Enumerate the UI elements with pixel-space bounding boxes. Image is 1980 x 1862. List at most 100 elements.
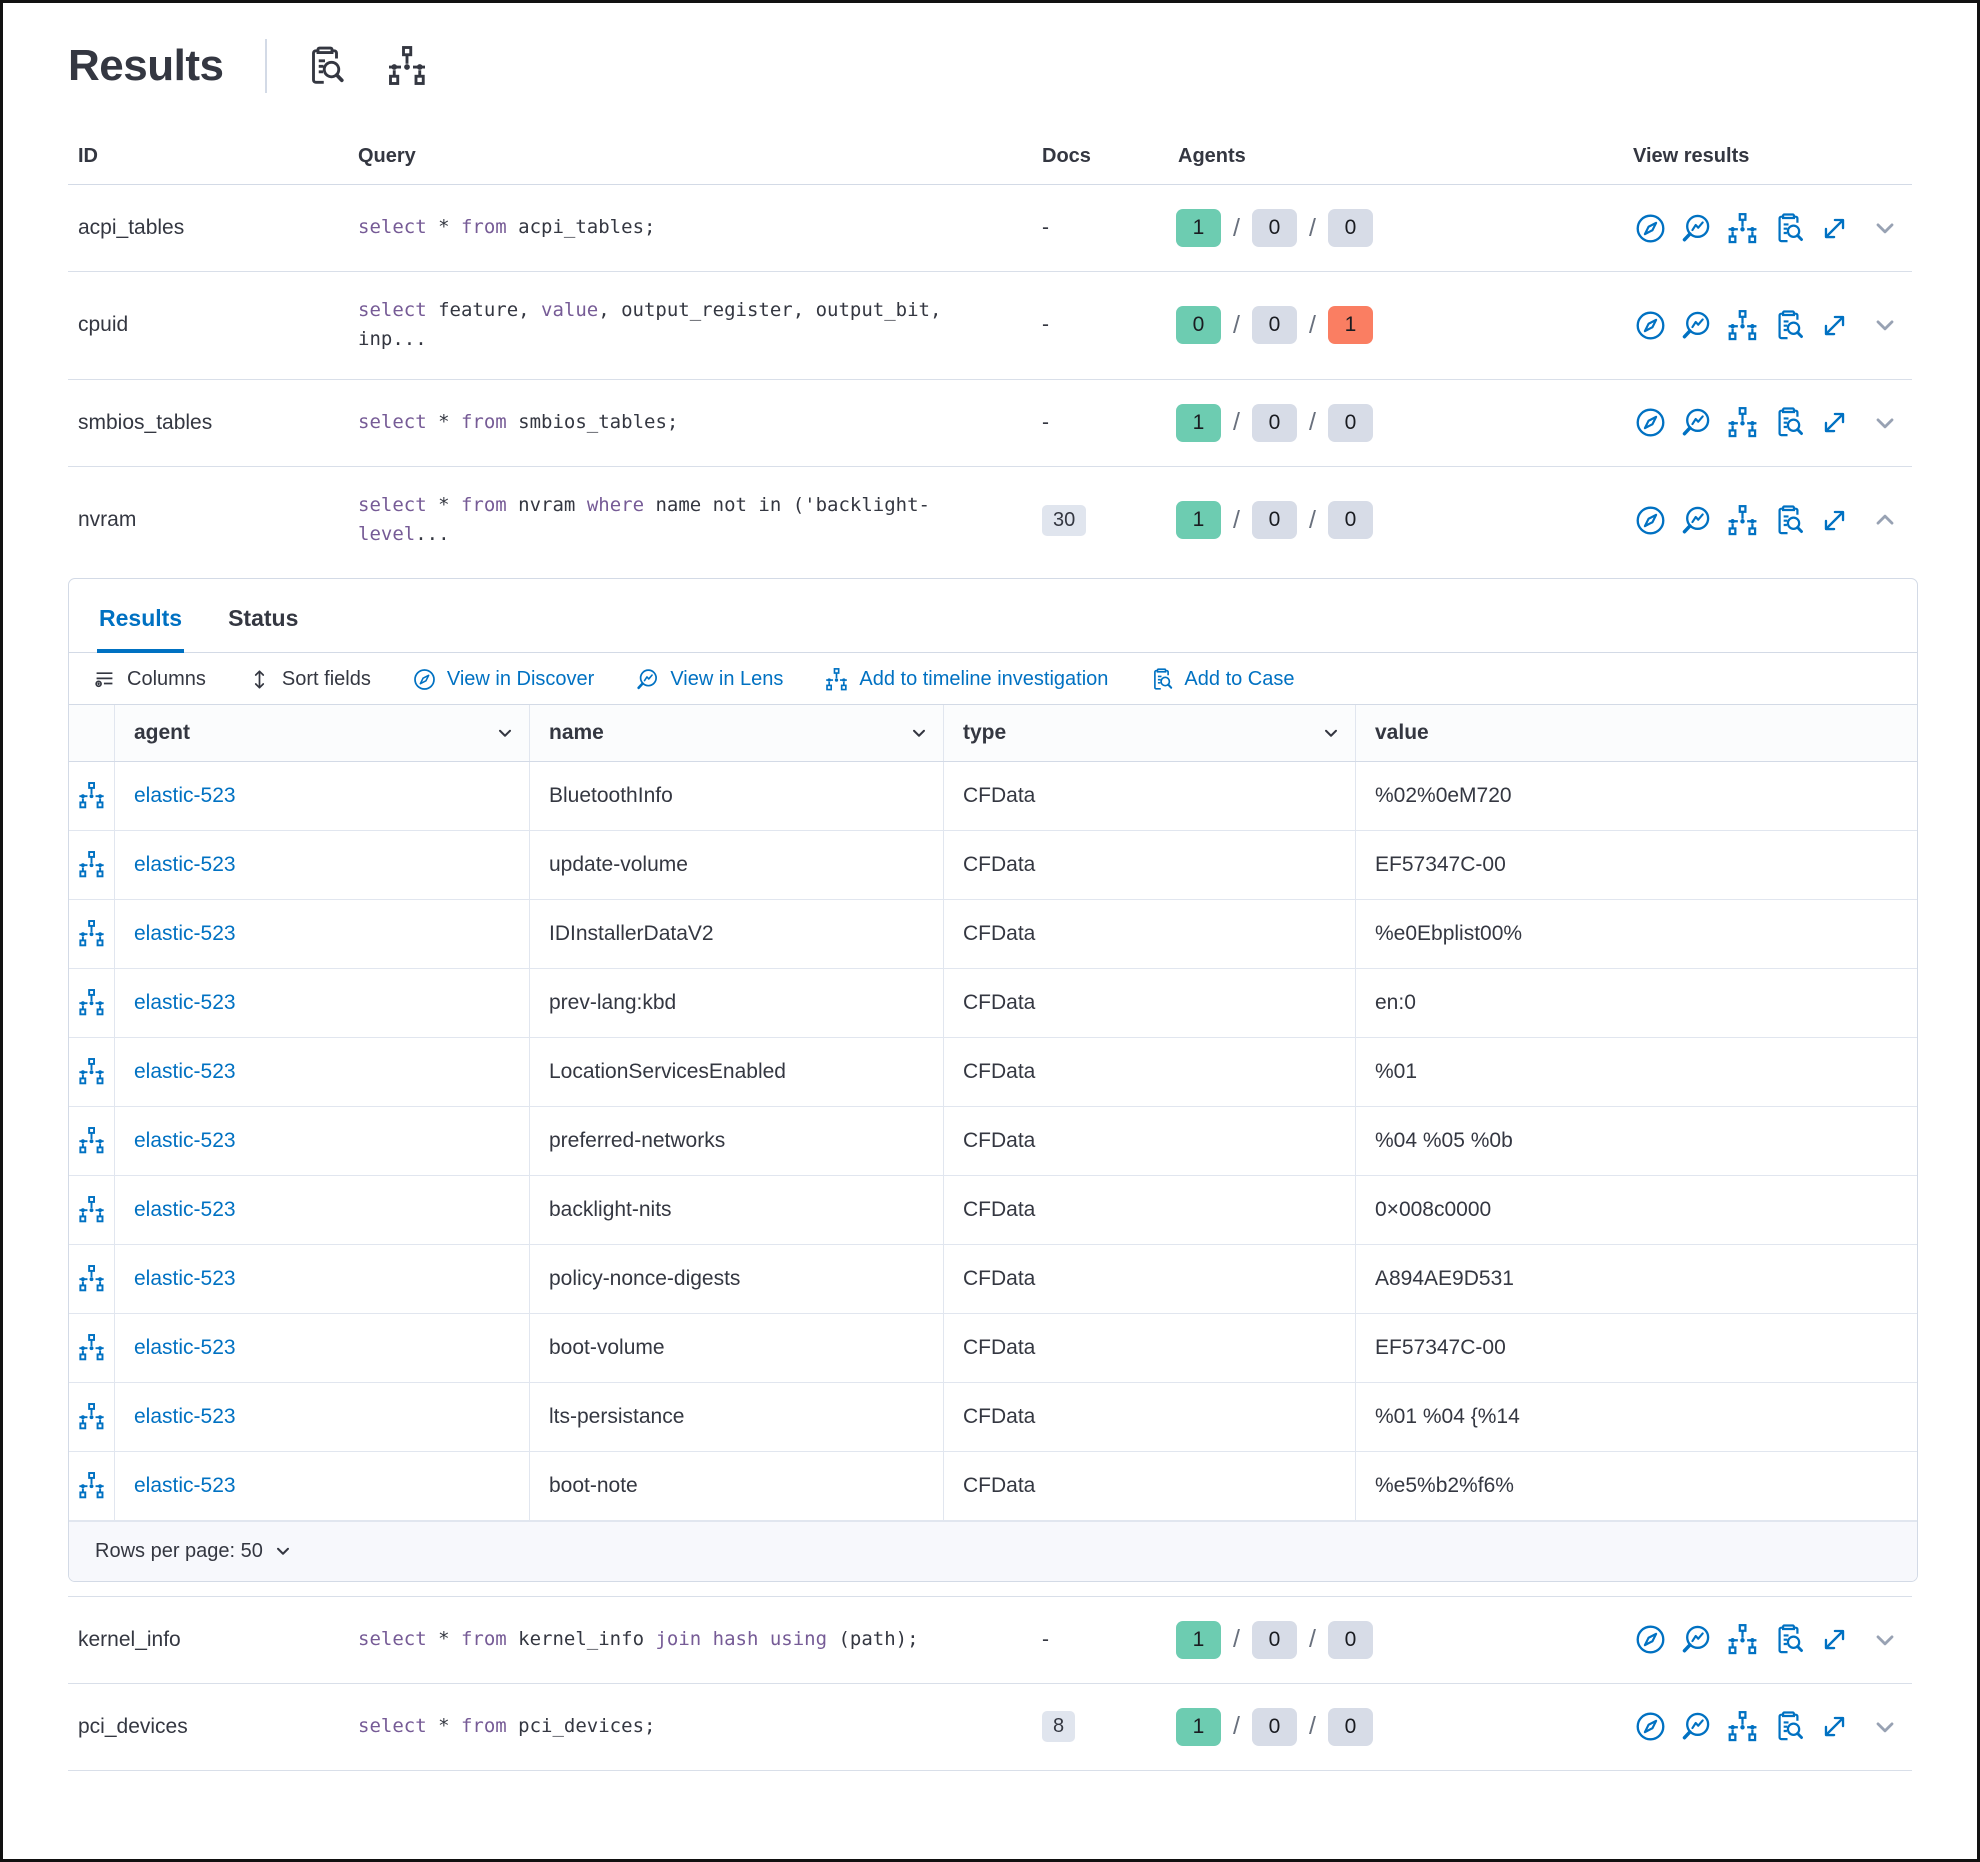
view-in-discover-icon[interactable] xyxy=(1635,505,1666,536)
chevron-down-icon[interactable] xyxy=(1871,409,1899,437)
view-in-expand-icon[interactable] xyxy=(1819,310,1850,341)
grid-cell-name: LocationServicesEnabled xyxy=(530,1037,944,1106)
rows-per-page-label: Rows per page: 50 xyxy=(95,1539,263,1562)
agents-neutral-badge[interactable]: 0 xyxy=(1327,501,1373,540)
timeline-icon[interactable] xyxy=(78,782,105,809)
agents-success-badge[interactable]: 1 xyxy=(1176,1707,1221,1746)
tab-results[interactable]: Results xyxy=(97,579,185,653)
view-in-expand-icon[interactable] xyxy=(1819,1711,1850,1742)
agent-link[interactable]: elastic-523 xyxy=(134,921,236,945)
timeline-icon[interactable] xyxy=(78,1403,105,1430)
timeline-icon[interactable] xyxy=(78,851,105,878)
toolbar-button-columns[interactable]: Columns xyxy=(93,668,206,691)
toolbar-button-view-in-discover[interactable]: View in Discover xyxy=(413,668,594,691)
agent-link[interactable]: elastic-523 xyxy=(134,783,236,807)
agent-link[interactable]: elastic-523 xyxy=(134,1473,236,1497)
timeline-icon[interactable] xyxy=(78,1127,105,1154)
timeline-icon[interactable] xyxy=(78,1196,105,1223)
view-in-discover-icon[interactable] xyxy=(1635,407,1666,438)
view-in-timeline-icon[interactable] xyxy=(1727,309,1758,341)
chevron-down-icon[interactable] xyxy=(1871,1713,1899,1741)
view-in-inspect-icon[interactable] xyxy=(1773,310,1804,341)
agents-neutral-badge[interactable]: 0 xyxy=(1327,403,1373,442)
view-in-lens-icon[interactable] xyxy=(1681,505,1712,536)
chevron-down-icon[interactable] xyxy=(1871,1626,1899,1654)
grid-row-action-cell xyxy=(69,1451,115,1520)
timeline-icon[interactable] xyxy=(78,920,105,947)
agent-link[interactable]: elastic-523 xyxy=(134,1128,236,1152)
agents-success-badge[interactable]: 1 xyxy=(1176,403,1221,442)
timeline-icon[interactable] xyxy=(78,1472,105,1499)
view-in-discover-icon[interactable] xyxy=(1635,213,1666,244)
view-in-timeline-icon[interactable] xyxy=(1727,407,1758,438)
chevron-down-icon[interactable] xyxy=(1871,214,1899,242)
agents-success-badge[interactable]: 0 xyxy=(1176,306,1221,345)
agents-neutral-badge[interactable]: 0 xyxy=(1251,1707,1297,1746)
timeline-icon[interactable] xyxy=(78,1334,105,1361)
view-in-timeline-icon[interactable] xyxy=(1727,212,1758,244)
agents-neutral-badge[interactable]: 0 xyxy=(1327,1707,1373,1746)
chevron-down-icon[interactable] xyxy=(1871,311,1899,339)
agents-neutral-badge[interactable]: 0 xyxy=(1327,209,1373,247)
view-in-expand-icon[interactable] xyxy=(1819,407,1850,438)
view-in-timeline-icon[interactable] xyxy=(1727,1624,1758,1655)
tab-status[interactable]: Status xyxy=(228,604,299,631)
view-in-expand-icon[interactable] xyxy=(1819,1624,1850,1655)
view-in-inspect-icon[interactable] xyxy=(1773,1711,1804,1742)
grid-row-action-cell xyxy=(69,1175,115,1244)
agent-link[interactable]: elastic-523 xyxy=(134,1059,236,1083)
toolbar-button-add-to-timeline-investigation[interactable]: Add to timeline investigation xyxy=(825,668,1108,691)
agents-neutral-badge[interactable]: 0 xyxy=(1251,403,1297,442)
view-in-inspect-icon[interactable] xyxy=(1773,505,1804,536)
agents-neutral-badge[interactable]: 0 xyxy=(1327,1620,1373,1659)
agent-link[interactable]: elastic-523 xyxy=(134,1266,236,1290)
grid-column-header-agent[interactable]: agent xyxy=(115,704,530,761)
rows-per-page-button[interactable]: Rows per page: 50 xyxy=(95,1540,293,1563)
agent-link[interactable]: elastic-523 xyxy=(134,1197,236,1221)
view-in-discover-icon[interactable] xyxy=(1635,1624,1666,1655)
view-in-timeline-icon[interactable] xyxy=(1727,504,1758,536)
agent-link[interactable]: elastic-523 xyxy=(134,852,236,876)
agent-link[interactable]: elastic-523 xyxy=(134,1404,236,1428)
view-in-discover-icon[interactable] xyxy=(1635,310,1666,341)
chevron-up-icon[interactable] xyxy=(1871,506,1899,534)
view-in-lens-icon[interactable] xyxy=(1681,213,1712,244)
query-token: select xyxy=(358,1628,427,1651)
timeline-icon[interactable] xyxy=(78,989,105,1016)
chevron-down-icon[interactable] xyxy=(495,723,515,743)
view-in-expand-icon[interactable] xyxy=(1819,505,1850,536)
agents-success-badge[interactable]: 1 xyxy=(1176,209,1221,247)
view-in-discover-icon[interactable] xyxy=(1635,1711,1666,1742)
agents-danger-badge[interactable]: 1 xyxy=(1327,306,1373,345)
agents-neutral-badge[interactable]: 0 xyxy=(1251,209,1297,247)
timeline-icon[interactable] xyxy=(78,1265,105,1292)
grid-column-header-type[interactable]: type xyxy=(944,704,1356,761)
view-in-inspect-icon[interactable] xyxy=(1773,407,1804,438)
timeline-icon[interactable] xyxy=(387,46,427,86)
grid-cell-name: BluetoothInfo xyxy=(530,761,944,830)
view-in-timeline-icon[interactable] xyxy=(1727,1711,1758,1742)
agents-neutral-badge[interactable]: 0 xyxy=(1251,501,1297,540)
view-in-lens-icon[interactable] xyxy=(1681,1624,1712,1655)
view-in-lens-icon[interactable] xyxy=(1681,407,1712,438)
inspect-icon[interactable] xyxy=(305,46,345,86)
agents-success-badge[interactable]: 1 xyxy=(1176,1620,1221,1659)
grid-column-header-name[interactable]: name xyxy=(530,704,944,761)
view-in-inspect-icon[interactable] xyxy=(1773,212,1804,244)
chevron-down-icon[interactable] xyxy=(1321,723,1341,743)
agents-neutral-badge[interactable]: 0 xyxy=(1251,1620,1297,1659)
agents-success-badge[interactable]: 1 xyxy=(1176,501,1221,540)
agents-neutral-badge[interactable]: 0 xyxy=(1251,306,1297,345)
toolbar-button-sort-fields[interactable]: Sort fields xyxy=(248,668,371,691)
chevron-down-icon[interactable] xyxy=(909,723,929,743)
grid-column-header-value[interactable]: value xyxy=(1356,705,1917,761)
view-in-inspect-icon[interactable] xyxy=(1773,1624,1804,1655)
timeline-icon[interactable] xyxy=(78,1058,105,1085)
agent-link[interactable]: elastic-523 xyxy=(134,990,236,1014)
toolbar-button-add-to-case[interactable]: Add to Case xyxy=(1150,668,1295,691)
toolbar-button-view-in-lens[interactable]: View in Lens xyxy=(636,668,783,691)
view-in-lens-icon[interactable] xyxy=(1681,310,1712,341)
agent-link[interactable]: elastic-523 xyxy=(134,1335,236,1359)
view-in-lens-icon[interactable] xyxy=(1681,1711,1712,1742)
view-in-expand-icon[interactable] xyxy=(1819,213,1850,244)
